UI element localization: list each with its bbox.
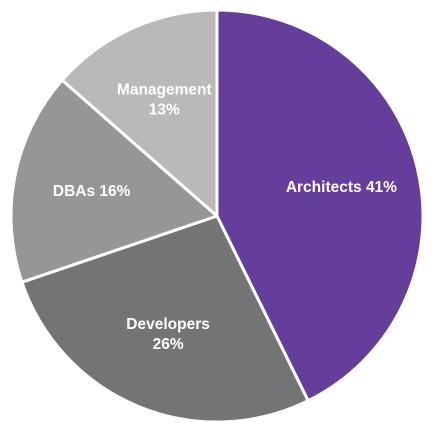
pie-label-developers: Developers 26% (126, 316, 210, 353)
pie-slice-management (60, 8, 219, 218)
pie-slice-dbas (9, 78, 219, 284)
pie-label-line: Architects 41% (286, 179, 397, 196)
pie-labels: Architects 41% Developers 26% DBAs 16% Manag… (53, 82, 397, 353)
pie-label-line: DBAs 16% (53, 183, 131, 200)
pie-label-line: 13% (149, 102, 180, 119)
pie-slices (9, 8, 425, 424)
pie-label-line: Developers (126, 316, 210, 333)
pie-slice-developers (20, 214, 310, 424)
pie-label-line: 26% (153, 336, 184, 353)
pie-label-line: Management (117, 82, 212, 99)
pie-label-management: Management 13% (117, 82, 212, 119)
pie-label-architects: Architects 41% (286, 179, 397, 196)
pie-slice-architects (215, 8, 425, 403)
pie-label-dbas: DBAs 16% (53, 183, 131, 200)
